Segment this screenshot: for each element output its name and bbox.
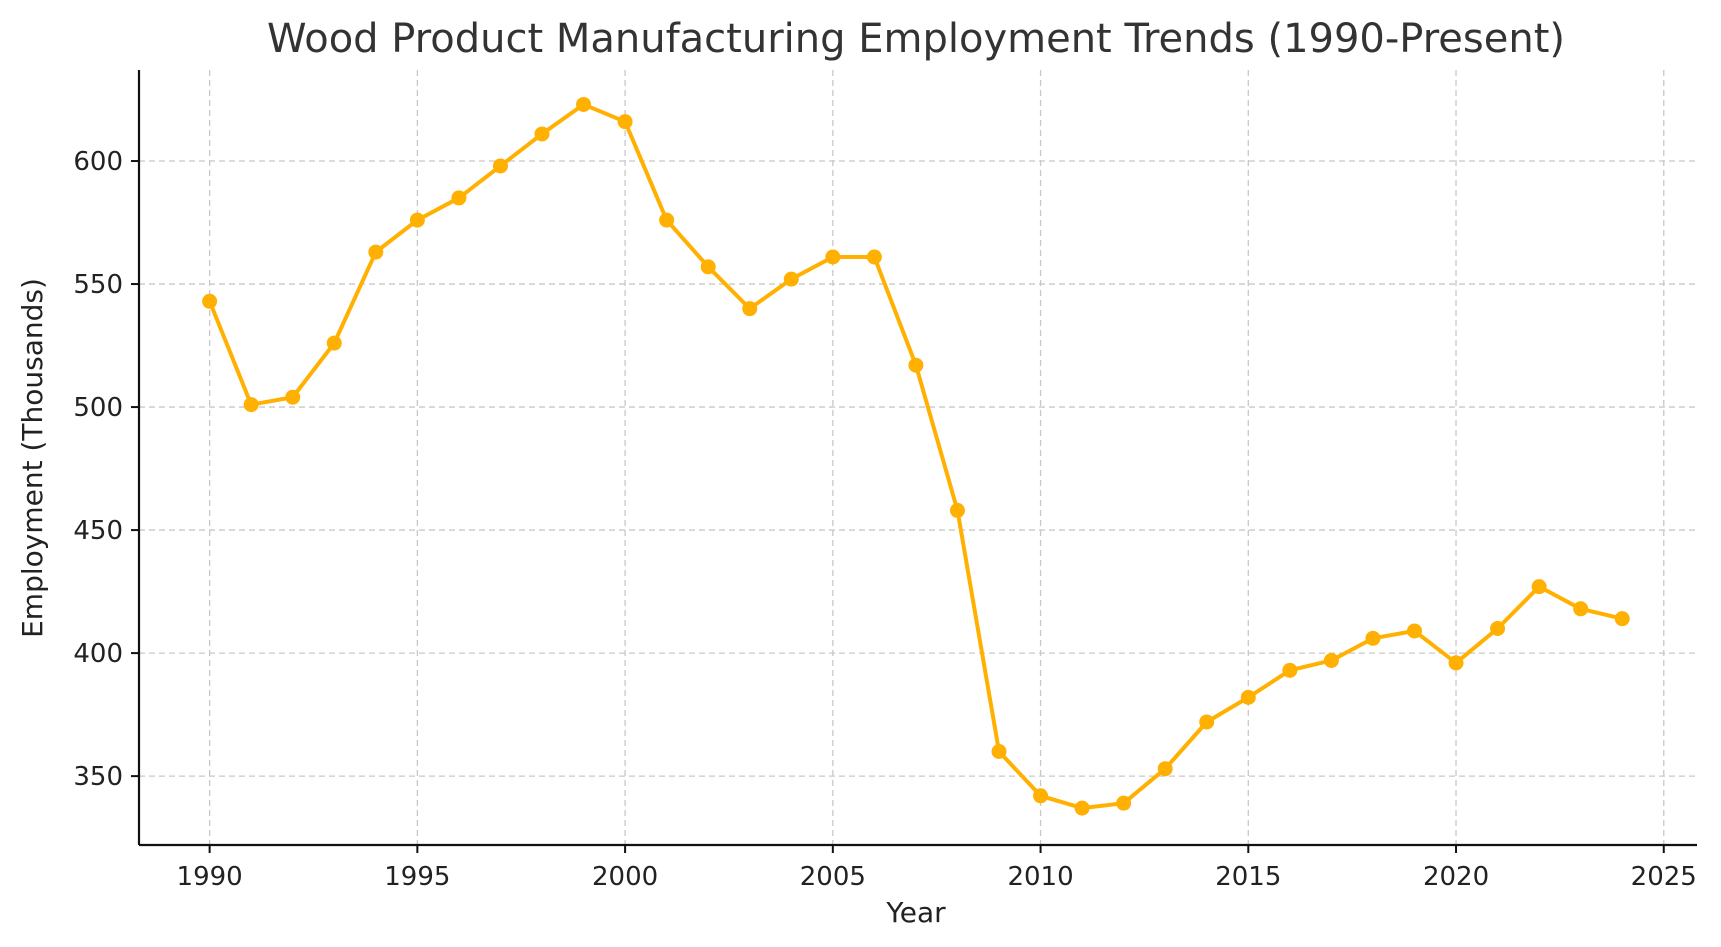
data-point-marker [1074, 800, 1090, 816]
x-tick-label: 1995 [384, 862, 450, 892]
x-axis-ticks: 1990 1995 2000 2005 2010 2015 2020 2025 [177, 845, 1697, 892]
data-point-marker [576, 96, 592, 112]
data-point-marker [1323, 652, 1339, 668]
data-point-marker [1406, 623, 1422, 639]
data-point-marker [866, 249, 882, 265]
x-tick-label: 2025 [1631, 862, 1697, 892]
x-tick-label: 2015 [1215, 862, 1281, 892]
chart-title: Wood Product Manufacturing Employment Tr… [267, 16, 1565, 62]
data-series [202, 96, 1630, 816]
x-axis-label: Year [885, 896, 946, 929]
data-point-marker [783, 271, 799, 287]
data-point-marker [1240, 689, 1256, 705]
y-tick-label: 400 [73, 639, 123, 669]
axes [137, 70, 1697, 847]
data-point-marker [368, 244, 384, 260]
data-point-marker [1365, 630, 1381, 646]
y-axis-label: Employment (Thousands) [16, 278, 49, 638]
data-point-marker [1448, 655, 1464, 671]
data-point-marker [700, 259, 716, 275]
grid-lines [139, 70, 1697, 845]
data-point-marker [949, 502, 965, 518]
y-tick-label: 500 [73, 393, 123, 423]
data-point-marker [409, 212, 425, 228]
data-point-marker [534, 126, 550, 142]
data-point-marker [1033, 788, 1049, 804]
x-tick-label: 2010 [1007, 862, 1073, 892]
data-point-marker [1531, 579, 1547, 595]
y-axis-ticks: 350 400 450 500 550 600 [73, 147, 139, 792]
y-tick-label: 350 [73, 762, 123, 792]
data-point-marker [451, 190, 467, 206]
x-tick-label: 2020 [1423, 862, 1489, 892]
y-tick-label: 550 [73, 270, 123, 300]
data-point-marker [202, 293, 218, 309]
series-line [207, 102, 1625, 811]
data-point-marker [742, 301, 758, 317]
data-point-marker [1490, 620, 1506, 636]
data-point-marker [991, 744, 1007, 760]
data-point-marker [659, 212, 675, 228]
data-point-marker [1157, 761, 1173, 777]
data-point-marker [1614, 611, 1630, 627]
data-point-marker [617, 114, 633, 130]
data-point-marker [1199, 714, 1215, 730]
x-tick-label: 2000 [592, 862, 658, 892]
data-point-marker [908, 357, 924, 373]
data-point-marker [492, 158, 508, 174]
data-point-marker [825, 249, 841, 265]
data-point-marker [1282, 662, 1298, 678]
y-tick-label: 450 [73, 516, 123, 546]
x-tick-label: 2005 [800, 862, 866, 892]
data-point-marker [243, 397, 259, 413]
y-tick-label: 600 [73, 147, 123, 177]
data-point-marker [326, 335, 342, 351]
data-point-marker [1573, 601, 1589, 617]
data-point-marker [1116, 795, 1132, 811]
x-tick-label: 1990 [177, 862, 243, 892]
data-point-marker [285, 389, 301, 405]
